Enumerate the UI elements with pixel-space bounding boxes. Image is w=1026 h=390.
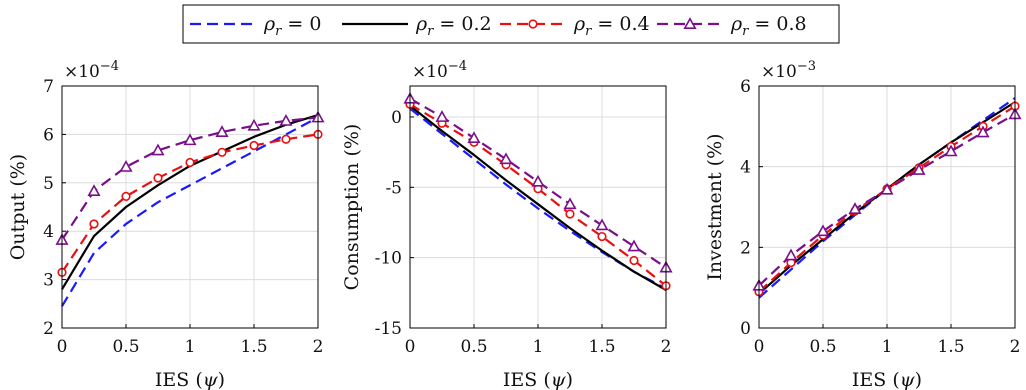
data-point	[119, 159, 133, 172]
data-point	[183, 133, 197, 146]
legend-label: ρr = 0.8	[730, 13, 807, 39]
data-point	[121, 191, 131, 201]
series-line	[409, 97, 667, 269]
x-tick-label: 2	[1010, 337, 1021, 357]
x-tick-label: 0.5	[460, 337, 487, 357]
x-tick-label: 0	[57, 337, 68, 357]
data-point	[816, 224, 830, 237]
y-axis-label: Output (%)	[7, 154, 29, 260]
data-point	[185, 157, 195, 168]
x-tick-label: 0.5	[112, 337, 139, 357]
chart-panel-1: 0 0.5 1 1.5 2 2 3 4 5 6 7 ×10−4 IES (ψ) Output (%)	[7, 59, 325, 390]
data-point	[151, 143, 165, 156]
y-axis-label: Consumption (%)	[341, 124, 363, 291]
x-tick-label: 2	[313, 337, 324, 357]
series-line	[61, 116, 319, 241]
x-tick-label: 0	[754, 337, 765, 357]
data-point	[784, 248, 798, 261]
y-tick-label: 6	[43, 125, 54, 145]
x-tick-label: 1	[185, 337, 196, 357]
data-point	[912, 163, 926, 175]
series-line	[61, 116, 319, 307]
data-point	[247, 118, 261, 131]
x-tick-label: 1	[533, 337, 544, 357]
data-point	[597, 231, 607, 242]
series-line	[409, 104, 667, 291]
x-tick-label: 1.5	[240, 337, 267, 357]
x-tick-label: 0.5	[809, 337, 836, 357]
legend-item: ρr = 0.8	[657, 13, 807, 39]
data-point	[499, 152, 513, 165]
x-axis-label: IES (ψ)	[155, 369, 225, 390]
data-point	[880, 182, 894, 195]
legend-marker	[528, 19, 538, 29]
data-point	[563, 197, 577, 210]
y-tick-label: 2	[43, 319, 54, 339]
legend-label: ρr = 0	[263, 13, 321, 39]
y-tick-label: 7	[43, 77, 54, 97]
x-tick-label: 1.5	[588, 337, 615, 357]
y-tick-label: 2	[740, 238, 751, 258]
data-point	[279, 114, 293, 126]
series-2	[409, 104, 667, 291]
series-line	[758, 97, 1016, 299]
data-point	[565, 209, 575, 219]
data-point	[89, 219, 99, 229]
series-4	[55, 110, 325, 245]
legend-label: ρr = 0.2	[415, 13, 492, 39]
series-4	[752, 107, 1022, 291]
y-tick-label: -5	[385, 178, 402, 198]
x-tick-label: 1	[882, 337, 893, 357]
data-point	[435, 110, 449, 122]
data-point	[249, 140, 259, 151]
series-line	[758, 105, 1016, 293]
y-tick-label: 4	[43, 222, 54, 242]
data-point	[467, 131, 481, 144]
x-axis-label: IES (ψ)	[503, 369, 573, 390]
data-point	[281, 134, 291, 144]
y-tick-label: 0	[740, 319, 751, 339]
y-tick-label: 4	[740, 158, 751, 178]
x-axis-label: IES (ψ)	[852, 369, 922, 390]
y-tick-label: -15	[375, 319, 402, 339]
x-tick-label: 2	[661, 337, 672, 357]
series-1	[61, 116, 319, 307]
data-point	[87, 184, 101, 196]
data-point	[215, 125, 229, 137]
y-tick-label: 3	[43, 271, 54, 291]
data-point	[217, 147, 227, 157]
chart-panel-3: 0 0.5 1 1.5 2 0 2 4 6 ×10−3 IES (ψ) Investment (%)	[704, 59, 1022, 390]
data-point	[595, 218, 609, 231]
data-point	[944, 144, 958, 157]
axis-multiplier: ×10−3	[761, 59, 816, 82]
y-tick-label: -10	[375, 249, 402, 269]
legend-item: ρr = 0	[190, 13, 321, 39]
legend-marker	[683, 17, 697, 29]
data-point	[627, 239, 641, 252]
legend: ρr = 0 ρr = 0.2 ρr = 0.4 ρr = 0.8	[182, 4, 840, 44]
data-point	[629, 255, 639, 266]
x-tick-label: 1.5	[937, 337, 964, 357]
y-tick-label: 6	[740, 77, 751, 97]
y-tick-label: 5	[43, 174, 54, 194]
legend-item: ρr = 0.2	[342, 13, 492, 39]
chart-panel-2: 0 0.5 1 1.5 2 -15 -10 -5 0 ×10−4 IES (ψ) Consumptio…	[341, 59, 673, 390]
x-tick-label: 0	[405, 337, 416, 357]
data-point	[848, 202, 862, 214]
y-axis-label: Investment (%)	[704, 133, 726, 280]
legend-item: ρr = 0.4	[500, 13, 650, 39]
data-point	[976, 125, 990, 138]
axis-multiplier: ×10−4	[412, 59, 467, 82]
legend-label: ρr = 0.4	[573, 13, 650, 39]
data-point	[153, 173, 163, 183]
axis-multiplier: ×10−4	[64, 59, 119, 82]
data-point	[531, 174, 545, 187]
series-1	[758, 97, 1016, 299]
y-tick-label: 0	[391, 108, 402, 128]
